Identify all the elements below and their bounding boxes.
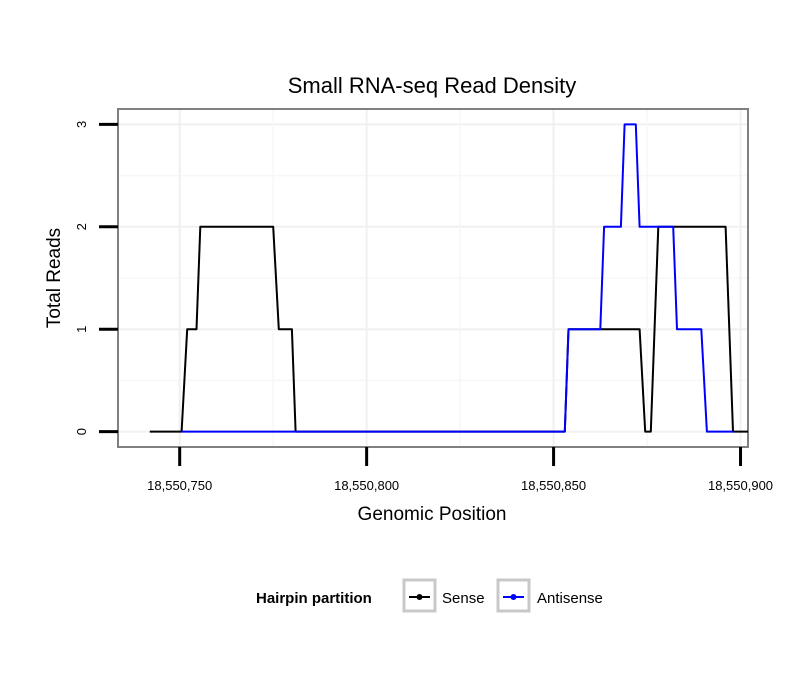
y-tick-label: 2 bbox=[74, 223, 89, 230]
x-tick-label: 18,550,850 bbox=[521, 478, 586, 493]
x-axis-label: Genomic Position bbox=[358, 504, 507, 525]
grid bbox=[118, 109, 748, 447]
x-tick-label: 18,550,900 bbox=[708, 478, 773, 493]
series-layer bbox=[149, 123, 748, 433]
legend-label-sense: Sense bbox=[442, 590, 485, 607]
y-tick-label: 0 bbox=[74, 428, 89, 435]
legend: Hairpin partition Sense Antisense bbox=[256, 578, 603, 613]
legend-dot-sense bbox=[416, 594, 423, 600]
y-axis: 0 1 2 3 bbox=[74, 121, 118, 435]
chart-title: Small RNA-seq Read Density bbox=[288, 73, 577, 98]
x-tick-label: 18,550,800 bbox=[334, 478, 399, 493]
series-line-antisense bbox=[181, 123, 733, 433]
legend-item-sense: Sense bbox=[402, 578, 485, 613]
legend-title: Hairpin partition bbox=[256, 590, 372, 607]
legend-item-antisense: Antisense bbox=[496, 578, 603, 613]
legend-label-antisense: Antisense bbox=[537, 590, 603, 607]
legend-dot-antisense bbox=[510, 594, 517, 600]
x-axis: 18,550,750 18,550,800 18,550,850 18,550,900 bbox=[147, 447, 773, 493]
y-tick-label: 3 bbox=[74, 121, 89, 128]
plot-panel-border bbox=[117, 108, 749, 448]
x-tick-label: 18,550,750 bbox=[147, 478, 212, 493]
y-axis-label: Total Reads bbox=[44, 228, 65, 328]
y-tick-label: 1 bbox=[74, 326, 89, 333]
